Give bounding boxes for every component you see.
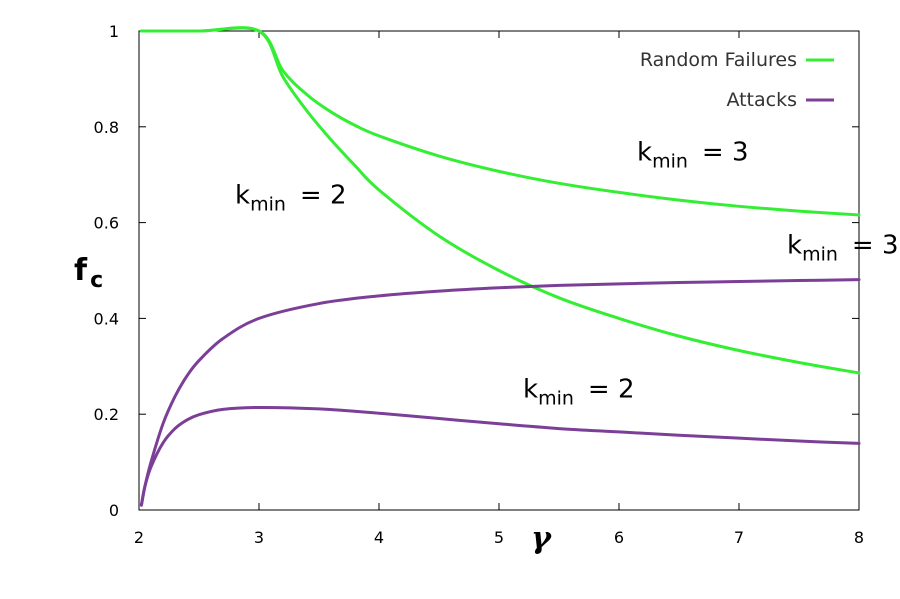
legend: Random Failures Attacks [640, 49, 834, 111]
annotation-value: = 2 [588, 374, 635, 404]
attacks-kmin-3-line [139, 278, 861, 507]
y-axis-label-main: f [74, 253, 88, 288]
random-failures-kmin-2-line [139, 26, 861, 375]
y-tick-label: 1 [109, 22, 119, 41]
annotation-main: k [637, 137, 652, 167]
curve-annotation: kmin = 3 [787, 231, 899, 266]
legend-label-random-failures: Random Failures [640, 49, 797, 71]
y-tick-label: 0.2 [94, 405, 119, 424]
x-tick-label: 3 [254, 528, 264, 547]
annotation-main: k [787, 231, 802, 261]
annotation-main: k [235, 180, 250, 210]
y-tick-label: 0.4 [94, 309, 119, 328]
data-series [139, 26, 861, 507]
annotation-value: = 2 [300, 180, 347, 210]
attacks-kmin-2-line [139, 405, 861, 507]
x-tick-label: 2 [134, 528, 144, 547]
curve-annotation: kmin = 2 [523, 374, 635, 409]
legend-label-attacks: Attacks [726, 89, 797, 111]
curve-annotation: kmin = 3 [637, 137, 749, 172]
y-tick-label: 0.8 [94, 118, 119, 137]
y-tick-label: 0 [109, 501, 119, 520]
annotation-main: k [523, 374, 538, 404]
axis-ticks: 2 3 4 5 6 7 8 0 0.2 0.4 0.6 0.8 1 [94, 22, 865, 547]
y-axis-label-sub: c [90, 268, 103, 293]
annotation-value: = 3 [852, 231, 899, 261]
x-tick-label: 5 [494, 528, 504, 547]
x-tick-label: 8 [854, 528, 864, 547]
curve-annotation: kmin = 2 [235, 180, 347, 215]
x-tick-label: 4 [374, 528, 384, 547]
x-axis-label: γ [531, 521, 552, 556]
annotation-value: = 3 [702, 137, 749, 167]
annotation-subscript: min [250, 193, 286, 215]
x-tick-label: 6 [614, 528, 624, 547]
x-tick-label: 7 [734, 528, 744, 547]
annotation-subscript: min [652, 150, 688, 172]
annotation-subscript: min [802, 244, 838, 266]
annotation-subscript: min [538, 387, 574, 409]
y-tick-label: 0.6 [94, 214, 119, 233]
